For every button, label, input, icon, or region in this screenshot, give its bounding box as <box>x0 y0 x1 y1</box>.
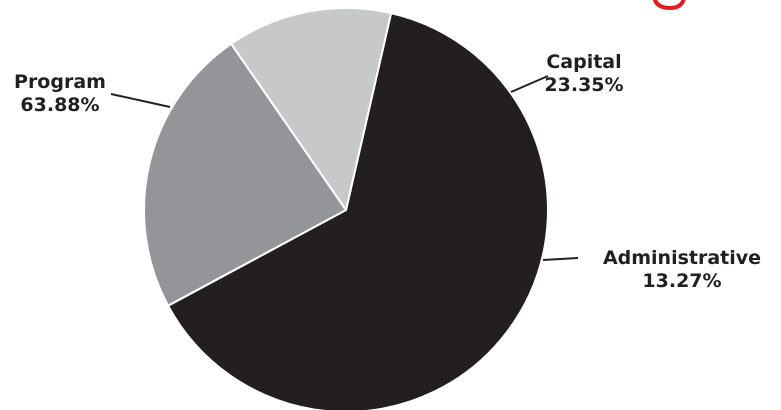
red-corner-mark-stroke <box>652 0 686 11</box>
pie-slice-administrative <box>230 7 393 211</box>
leader-line-administrative <box>542 257 579 261</box>
slice-label-administrative-value: 13.27% <box>642 270 722 292</box>
leader-lines <box>110 75 579 261</box>
pie-slice-capital <box>143 42 347 307</box>
red-corner-mark <box>652 0 686 11</box>
slice-label-program-value: 63.88% <box>20 94 100 116</box>
slice-label-program-name: Program <box>14 71 106 93</box>
pie-slice-program <box>167 12 549 410</box>
slice-label-program: Program 63.88% <box>10 71 110 117</box>
leader-line-program <box>110 93 171 108</box>
slice-label-capital-value: 23.35% <box>544 74 624 96</box>
slice-label-administrative-name: Administrative <box>602 247 762 269</box>
leader-line-capital <box>510 75 549 93</box>
slice-label-administrative: Administrative 13.27% <box>584 247 780 293</box>
slice-label-capital-name: Capital <box>546 51 622 73</box>
slice-label-capital: Capital 23.35% <box>536 51 632 97</box>
pie-slices <box>143 7 549 410</box>
